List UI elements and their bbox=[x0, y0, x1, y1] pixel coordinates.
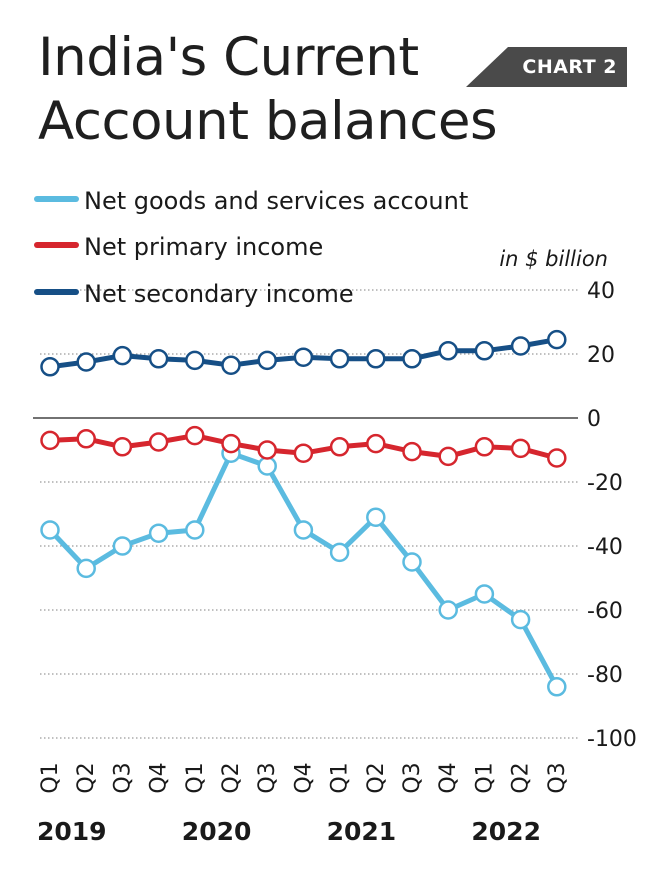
data-point bbox=[148, 349, 169, 369]
data-point bbox=[185, 350, 205, 371]
data-point bbox=[185, 520, 205, 540]
data-point bbox=[547, 448, 567, 468]
data-point bbox=[474, 341, 495, 361]
data-point bbox=[329, 542, 350, 563]
data-point bbox=[366, 349, 386, 369]
data-point bbox=[148, 523, 169, 543]
y-axis-tick-labels: 40 20 0 -20 -40 -60 -80 -100 bbox=[587, 279, 637, 752]
x-tick-label: Q4 bbox=[291, 762, 316, 793]
x-tick-label: Q3 bbox=[400, 762, 425, 793]
chart-title-line-2: Account balances bbox=[38, 91, 498, 152]
data-point bbox=[547, 329, 567, 350]
x-tick-label: Q1 bbox=[328, 762, 353, 793]
data-point bbox=[547, 677, 567, 697]
data-point bbox=[293, 443, 314, 463]
data-point bbox=[366, 433, 386, 454]
data-point bbox=[76, 558, 96, 579]
x-tick-label: Q1 bbox=[472, 762, 497, 793]
year-label: 2021 bbox=[327, 817, 397, 846]
x-tick-label: Q1 bbox=[183, 762, 208, 793]
data-point bbox=[329, 349, 350, 369]
data-point bbox=[293, 520, 314, 540]
data-point bbox=[148, 432, 169, 452]
data-point bbox=[112, 437, 133, 457]
y-tick-label: -80 bbox=[587, 663, 623, 688]
data-point bbox=[510, 438, 531, 459]
data-point bbox=[257, 456, 277, 476]
year-label: 2019 bbox=[37, 817, 107, 846]
data-point bbox=[40, 520, 60, 540]
chart-title-line-1: India's Current bbox=[38, 27, 419, 88]
legend-label: Net primary income bbox=[84, 233, 323, 261]
y-tick-label: 20 bbox=[587, 343, 615, 368]
data-point bbox=[510, 336, 531, 356]
x-tick-label: Q3 bbox=[255, 762, 280, 793]
year-label: 2022 bbox=[471, 817, 541, 846]
legend-label: Net goods and services account bbox=[84, 187, 468, 215]
chart-number-label: CHART 2 bbox=[522, 56, 617, 78]
legend-label: Net secondary income bbox=[84, 280, 354, 308]
data-point bbox=[510, 609, 531, 630]
data-point bbox=[438, 446, 458, 467]
y-tick-label: 0 bbox=[587, 407, 601, 432]
data-point bbox=[257, 350, 277, 371]
data-point bbox=[221, 355, 241, 375]
year-label: 2020 bbox=[182, 817, 252, 846]
x-tick-label: Q2 bbox=[364, 762, 389, 793]
x-tick-label: Q2 bbox=[509, 762, 534, 793]
data-point bbox=[474, 437, 495, 457]
x-tick-label: Q2 bbox=[74, 762, 99, 793]
y-tick-label: -60 bbox=[587, 599, 623, 624]
data-point bbox=[257, 440, 277, 460]
data-point bbox=[402, 441, 422, 462]
data-point bbox=[112, 345, 133, 366]
data-point bbox=[438, 341, 458, 361]
data-point bbox=[329, 437, 350, 457]
x-tick-label: Q3 bbox=[545, 762, 570, 793]
data-point bbox=[76, 352, 96, 372]
x-tick-label: Q3 bbox=[110, 762, 135, 793]
x-tick-label: Q4 bbox=[436, 762, 461, 793]
data-point bbox=[293, 347, 314, 367]
data-point bbox=[185, 425, 205, 446]
data-point bbox=[402, 349, 422, 369]
data-point bbox=[40, 430, 60, 451]
y-tick-label: 40 bbox=[587, 279, 615, 304]
legend: Net goods and services account Net primar… bbox=[34, 187, 468, 308]
y-tick-label: -20 bbox=[587, 471, 623, 496]
data-point bbox=[438, 600, 458, 620]
x-tick-label: Q2 bbox=[219, 762, 244, 793]
unit-label: in $ billion bbox=[499, 247, 608, 271]
data-point bbox=[366, 507, 386, 527]
series-lines bbox=[40, 329, 567, 697]
data-point bbox=[76, 429, 96, 449]
y-tick-label: -100 bbox=[587, 727, 637, 752]
data-point bbox=[474, 584, 495, 604]
series-line bbox=[47, 450, 560, 690]
x-tick-label: Q4 bbox=[147, 762, 172, 793]
data-point bbox=[40, 357, 60, 377]
y-tick-label: -40 bbox=[587, 535, 623, 560]
chart-title: India's Current Account balances bbox=[38, 26, 508, 154]
data-point bbox=[221, 433, 241, 454]
data-point bbox=[112, 536, 133, 556]
x-tick-label: Q1 bbox=[38, 762, 63, 793]
data-point bbox=[402, 552, 422, 572]
